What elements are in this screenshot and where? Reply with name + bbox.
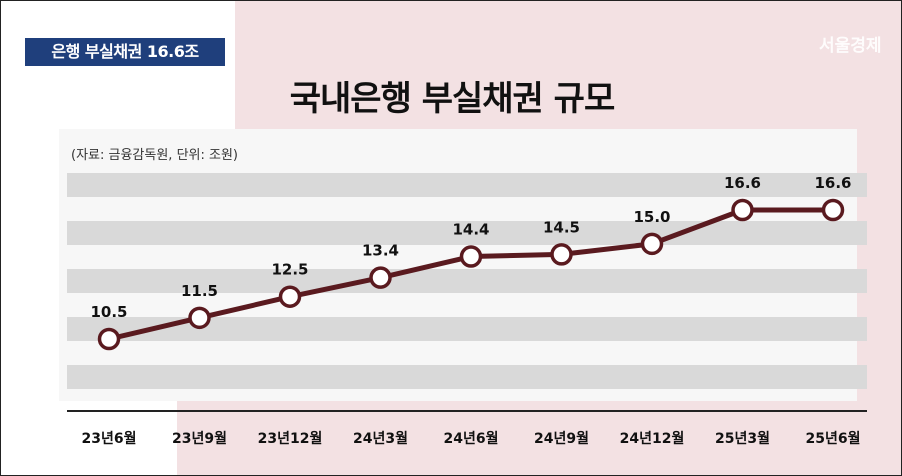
data-point <box>640 232 664 256</box>
data-point <box>188 306 211 330</box>
x-tick-label: 23년12월 <box>258 430 323 447</box>
source-note: (자료: 금융감독원, 단위: 조원) <box>71 148 238 163</box>
data-label: 12.5 <box>271 261 308 279</box>
chart-title: 국내은행 부실채권 규모 <box>289 79 615 119</box>
x-tick-label: 24년6월 <box>444 430 499 447</box>
data-label: 16.6 <box>814 174 851 192</box>
data-label: 16.6 <box>724 174 761 192</box>
x-tick-label: 25년6월 <box>806 430 861 447</box>
data-label: 11.5 <box>181 282 218 300</box>
data-label: 14.5 <box>543 218 580 236</box>
data-label: 14.4 <box>452 221 489 239</box>
headline-tag: 은행 부실채권 16.6조 <box>25 38 225 66</box>
data-label: 15.0 <box>633 208 670 226</box>
grid-band <box>67 269 867 293</box>
x-tick-label: 25년3월 <box>715 430 770 447</box>
data-point <box>550 243 573 266</box>
x-tick-label: 24년12월 <box>620 430 685 447</box>
broadcaster-watermark: 서울경제 <box>819 36 882 56</box>
data-point <box>369 266 392 289</box>
x-tick-label: 24년3월 <box>353 430 408 447</box>
data-point <box>731 198 754 222</box>
grid-band <box>67 365 867 389</box>
x-tick-label: 24년9월 <box>534 430 589 447</box>
data-point <box>821 198 845 222</box>
grid-band <box>67 173 867 197</box>
x-tick-label: 23년9월 <box>172 430 227 447</box>
data-point <box>97 327 121 351</box>
data-label: 10.5 <box>90 303 127 321</box>
data-point <box>278 285 302 308</box>
data-label: 13.4 <box>362 242 399 260</box>
data-point <box>459 245 483 268</box>
grid-band <box>67 221 867 245</box>
x-tick-label: 23년6월 <box>82 430 137 447</box>
